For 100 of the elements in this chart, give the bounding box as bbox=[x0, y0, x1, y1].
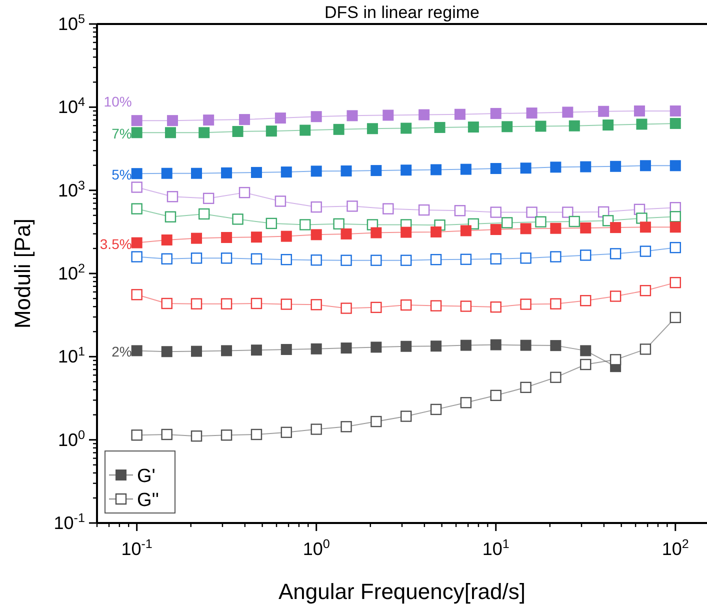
point bbox=[220, 298, 232, 310]
point bbox=[430, 254, 442, 266]
y-tick-label: 10$^{-1}$ bbox=[54, 511, 85, 533]
point bbox=[460, 397, 472, 408]
point bbox=[550, 162, 562, 173]
point bbox=[161, 168, 172, 179]
point bbox=[460, 164, 472, 175]
point bbox=[280, 298, 292, 310]
point bbox=[310, 229, 322, 240]
point bbox=[191, 346, 202, 357]
point bbox=[400, 340, 412, 352]
point bbox=[131, 127, 142, 138]
point bbox=[131, 203, 142, 214]
point bbox=[400, 226, 412, 238]
point bbox=[550, 372, 562, 383]
point bbox=[161, 298, 172, 310]
point bbox=[580, 345, 592, 356]
point bbox=[550, 340, 562, 352]
point bbox=[131, 289, 142, 300]
point bbox=[580, 161, 592, 172]
point bbox=[400, 164, 412, 176]
point bbox=[161, 253, 172, 264]
point bbox=[340, 254, 352, 266]
point bbox=[131, 168, 142, 180]
point bbox=[190, 298, 202, 310]
point bbox=[580, 222, 592, 234]
point bbox=[370, 165, 382, 176]
annotation: 5% bbox=[112, 166, 132, 183]
point bbox=[221, 345, 232, 356]
point bbox=[280, 254, 292, 266]
point bbox=[520, 162, 532, 174]
annotation: 2% bbox=[112, 344, 132, 360]
point bbox=[430, 226, 442, 238]
point bbox=[310, 424, 322, 435]
point bbox=[250, 166, 262, 178]
point bbox=[370, 416, 382, 428]
point bbox=[460, 340, 472, 351]
point bbox=[640, 160, 651, 172]
point bbox=[430, 404, 442, 416]
point bbox=[131, 237, 142, 248]
chart-title: DFS in linear regime bbox=[324, 3, 480, 22]
point bbox=[460, 225, 472, 236]
point bbox=[190, 252, 202, 264]
point bbox=[670, 312, 681, 324]
y-axis-title: Moduli [Pa] bbox=[10, 218, 35, 329]
point bbox=[220, 252, 232, 264]
point bbox=[520, 223, 532, 234]
point bbox=[340, 165, 352, 176]
point bbox=[340, 302, 352, 314]
y-tick-label: 10$^{3}$ bbox=[58, 178, 85, 200]
point bbox=[190, 430, 202, 442]
point bbox=[670, 160, 681, 172]
y-tick-label: 10$^{5}$ bbox=[58, 12, 85, 34]
point bbox=[250, 298, 262, 310]
point bbox=[370, 254, 382, 266]
point bbox=[220, 430, 232, 441]
point bbox=[221, 167, 232, 178]
point bbox=[400, 410, 412, 422]
point bbox=[131, 430, 142, 441]
point bbox=[490, 163, 502, 174]
point bbox=[131, 345, 142, 356]
y-tick-label: 10$^{1}$ bbox=[58, 344, 85, 367]
point bbox=[161, 428, 172, 440]
x-axis-title: Angular Frequency[rad/s] bbox=[278, 579, 526, 604]
point bbox=[131, 182, 142, 193]
point bbox=[460, 300, 472, 312]
point bbox=[430, 340, 442, 352]
point bbox=[400, 254, 412, 266]
point bbox=[340, 228, 352, 240]
x-tick-label: 10$^{2}$ bbox=[662, 537, 689, 559]
y-tick-label: 10$^{4}$ bbox=[58, 95, 85, 118]
y-tick-label: 10$^{2}$ bbox=[58, 262, 85, 284]
point bbox=[430, 164, 442, 176]
point bbox=[161, 234, 172, 246]
y-tick-label: 10$^{0}$ bbox=[58, 428, 85, 450]
point bbox=[131, 251, 142, 262]
point bbox=[370, 302, 382, 314]
point bbox=[280, 426, 292, 438]
point bbox=[610, 160, 622, 172]
point bbox=[490, 253, 502, 264]
legend-label: G'' bbox=[137, 490, 160, 511]
point bbox=[370, 342, 382, 353]
point bbox=[610, 248, 622, 260]
point bbox=[640, 246, 652, 257]
point bbox=[490, 301, 502, 313]
point bbox=[370, 227, 382, 238]
point bbox=[610, 354, 622, 366]
annotation: 7% bbox=[112, 126, 132, 142]
point bbox=[340, 421, 352, 432]
point bbox=[161, 346, 172, 358]
point bbox=[490, 390, 502, 402]
point bbox=[580, 250, 592, 261]
point bbox=[550, 251, 562, 262]
x-tick-label: 10$^{-1}$ bbox=[121, 537, 152, 559]
point bbox=[310, 343, 322, 354]
point bbox=[670, 242, 681, 254]
point bbox=[191, 168, 202, 179]
point bbox=[460, 254, 472, 265]
x-tick-label: 10$^{1}$ bbox=[482, 537, 510, 559]
point bbox=[310, 254, 322, 266]
